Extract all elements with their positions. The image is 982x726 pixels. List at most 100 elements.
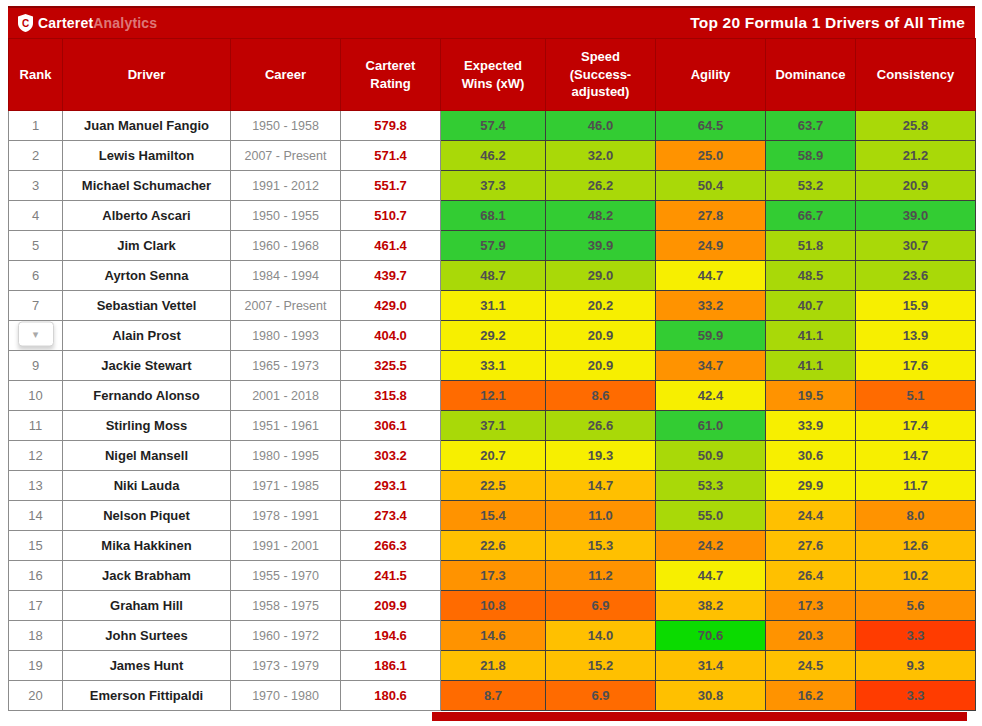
- metric-cell-dominance: 63.7: [766, 111, 856, 141]
- rating-cell: 571.4: [341, 141, 441, 171]
- rank-cell: 9: [9, 351, 63, 381]
- table-row: 15Mika Hakkinen1991 - 2001266.322.615.32…: [9, 531, 976, 561]
- metric-cell-consistency: 14.7: [856, 441, 976, 471]
- table-row: 11Stirling Moss1951 - 1961306.137.126.66…: [9, 411, 976, 441]
- metric-cell-expected-wins: 22.6: [441, 531, 546, 561]
- page-title: Top 20 Formula 1 Drivers of All Time: [690, 14, 965, 32]
- table-row: 7Sebastian Vettel2007 - Present429.031.1…: [9, 291, 976, 321]
- column-header-driver: Driver: [63, 39, 231, 111]
- rank-cell: 14: [9, 501, 63, 531]
- rank-cell: 10: [9, 381, 63, 411]
- brand-bar: C CarteretAnalytics Top 20 Formula 1 Dri…: [8, 6, 975, 38]
- table-row: 2Lewis Hamilton2007 - Present571.446.232…: [9, 141, 976, 171]
- metric-cell-dominance: 33.9: [766, 411, 856, 441]
- column-header-consistency: Consistency: [856, 39, 976, 111]
- rating-cell: 306.1: [341, 411, 441, 441]
- metric-cell-expected-wins: 33.1: [441, 351, 546, 381]
- rank-cell: 12: [9, 441, 63, 471]
- table-row: 1Juan Manuel Fangio1950 - 1958579.857.44…: [9, 111, 976, 141]
- rating-cell: 325.5: [341, 351, 441, 381]
- table-row: 3Michael Schumacher1991 - 2012551.737.32…: [9, 171, 976, 201]
- driver-cell: James Hunt: [63, 651, 231, 681]
- career-cell: 1950 - 1955: [231, 201, 341, 231]
- metric-cell-expected-wins: 15.4: [441, 501, 546, 531]
- metric-cell-speed: 20.9: [546, 351, 656, 381]
- rating-cell: 303.2: [341, 441, 441, 471]
- metric-cell-consistency: 8.0: [856, 501, 976, 531]
- driver-cell: Jim Clark: [63, 231, 231, 261]
- rating-cell: 404.0: [341, 321, 441, 351]
- metric-cell-expected-wins: 29.2: [441, 321, 546, 351]
- bottom-red-strip: [432, 712, 967, 721]
- metric-cell-agility: 33.2: [656, 291, 766, 321]
- column-header-carteret-rating: Carteret Rating: [341, 39, 441, 111]
- career-cell: 2007 - Present: [231, 291, 341, 321]
- metric-cell-speed: 32.0: [546, 141, 656, 171]
- metric-cell-consistency: 10.2: [856, 561, 976, 591]
- driver-cell: Ayrton Senna: [63, 261, 231, 291]
- rating-cell: 241.5: [341, 561, 441, 591]
- driver-cell: Mika Hakkinen: [63, 531, 231, 561]
- career-cell: 1971 - 1985: [231, 471, 341, 501]
- metric-cell-expected-wins: 57.9: [441, 231, 546, 261]
- metric-cell-consistency: 5.6: [856, 591, 976, 621]
- metric-cell-speed: 11.2: [546, 561, 656, 591]
- career-cell: 1978 - 1991: [231, 501, 341, 531]
- rank-cell: 19: [9, 651, 63, 681]
- metric-cell-consistency: 17.4: [856, 411, 976, 441]
- drivers-table: RankDriverCareerCarteret RatingExpected …: [8, 38, 976, 711]
- dropdown-cursor-widget[interactable]: ▾: [18, 321, 54, 346]
- rating-cell: 510.7: [341, 201, 441, 231]
- metric-cell-expected-wins: 46.2: [441, 141, 546, 171]
- metric-cell-expected-wins: 68.1: [441, 201, 546, 231]
- table-row: 6Ayrton Senna1984 - 1994439.748.729.044.…: [9, 261, 976, 291]
- brand-logo: C CarteretAnalytics: [18, 14, 157, 32]
- table-row: 16Jack Brabham1955 - 1970241.517.311.244…: [9, 561, 976, 591]
- career-cell: 1970 - 1980: [231, 681, 341, 711]
- metric-cell-agility: 59.9: [656, 321, 766, 351]
- table-row: 14Nelson Piquet1978 - 1991273.415.411.05…: [9, 501, 976, 531]
- table-row: 10Fernando Alonso2001 - 2018315.812.18.6…: [9, 381, 976, 411]
- metric-cell-consistency: 3.3: [856, 681, 976, 711]
- driver-cell: Nelson Piquet: [63, 501, 231, 531]
- metric-cell-expected-wins: 21.8: [441, 651, 546, 681]
- svg-text:C: C: [22, 18, 29, 29]
- metric-cell-dominance: 24.5: [766, 651, 856, 681]
- career-cell: 2001 - 2018: [231, 381, 341, 411]
- driver-cell: Michael Schumacher: [63, 171, 231, 201]
- rating-cell: 551.7: [341, 171, 441, 201]
- career-cell: 1955 - 1970: [231, 561, 341, 591]
- table-row: 12Nigel Mansell1980 - 1995303.220.719.35…: [9, 441, 976, 471]
- career-cell: 1991 - 2001: [231, 531, 341, 561]
- metric-cell-dominance: 20.3: [766, 621, 856, 651]
- metric-cell-consistency: 11.7: [856, 471, 976, 501]
- career-cell: 1980 - 1993: [231, 321, 341, 351]
- driver-cell: Juan Manuel Fangio: [63, 111, 231, 141]
- metric-cell-dominance: 41.1: [766, 351, 856, 381]
- driver-cell: Emerson Fittipaldi: [63, 681, 231, 711]
- metric-cell-agility: 38.2: [656, 591, 766, 621]
- metric-cell-agility: 55.0: [656, 501, 766, 531]
- rating-cell: 579.8: [341, 111, 441, 141]
- career-cell: 1965 - 1973: [231, 351, 341, 381]
- metric-cell-dominance: 19.5: [766, 381, 856, 411]
- rating-cell: 186.1: [341, 651, 441, 681]
- driver-cell: Alain Prost: [63, 321, 231, 351]
- metric-cell-agility: 50.9: [656, 441, 766, 471]
- driver-cell: Niki Lauda: [63, 471, 231, 501]
- metric-cell-expected-wins: 17.3: [441, 561, 546, 591]
- metric-cell-agility: 30.8: [656, 681, 766, 711]
- metric-cell-speed: 20.2: [546, 291, 656, 321]
- table-row: 13Niki Lauda1971 - 1985293.122.514.753.3…: [9, 471, 976, 501]
- driver-cell: Jack Brabham: [63, 561, 231, 591]
- metric-cell-speed: 14.0: [546, 621, 656, 651]
- driver-cell: Lewis Hamilton: [63, 141, 231, 171]
- table-row: 19James Hunt1973 - 1979186.121.815.231.4…: [9, 651, 976, 681]
- rank-cell: 11: [9, 411, 63, 441]
- metric-cell-agility: 42.4: [656, 381, 766, 411]
- rank-cell: 16: [9, 561, 63, 591]
- metric-cell-speed: 11.0: [546, 501, 656, 531]
- driver-cell: Graham Hill: [63, 591, 231, 621]
- rank-cell: ▾: [9, 321, 63, 351]
- table-row: 20Emerson Fittipaldi1970 - 1980180.68.76…: [9, 681, 976, 711]
